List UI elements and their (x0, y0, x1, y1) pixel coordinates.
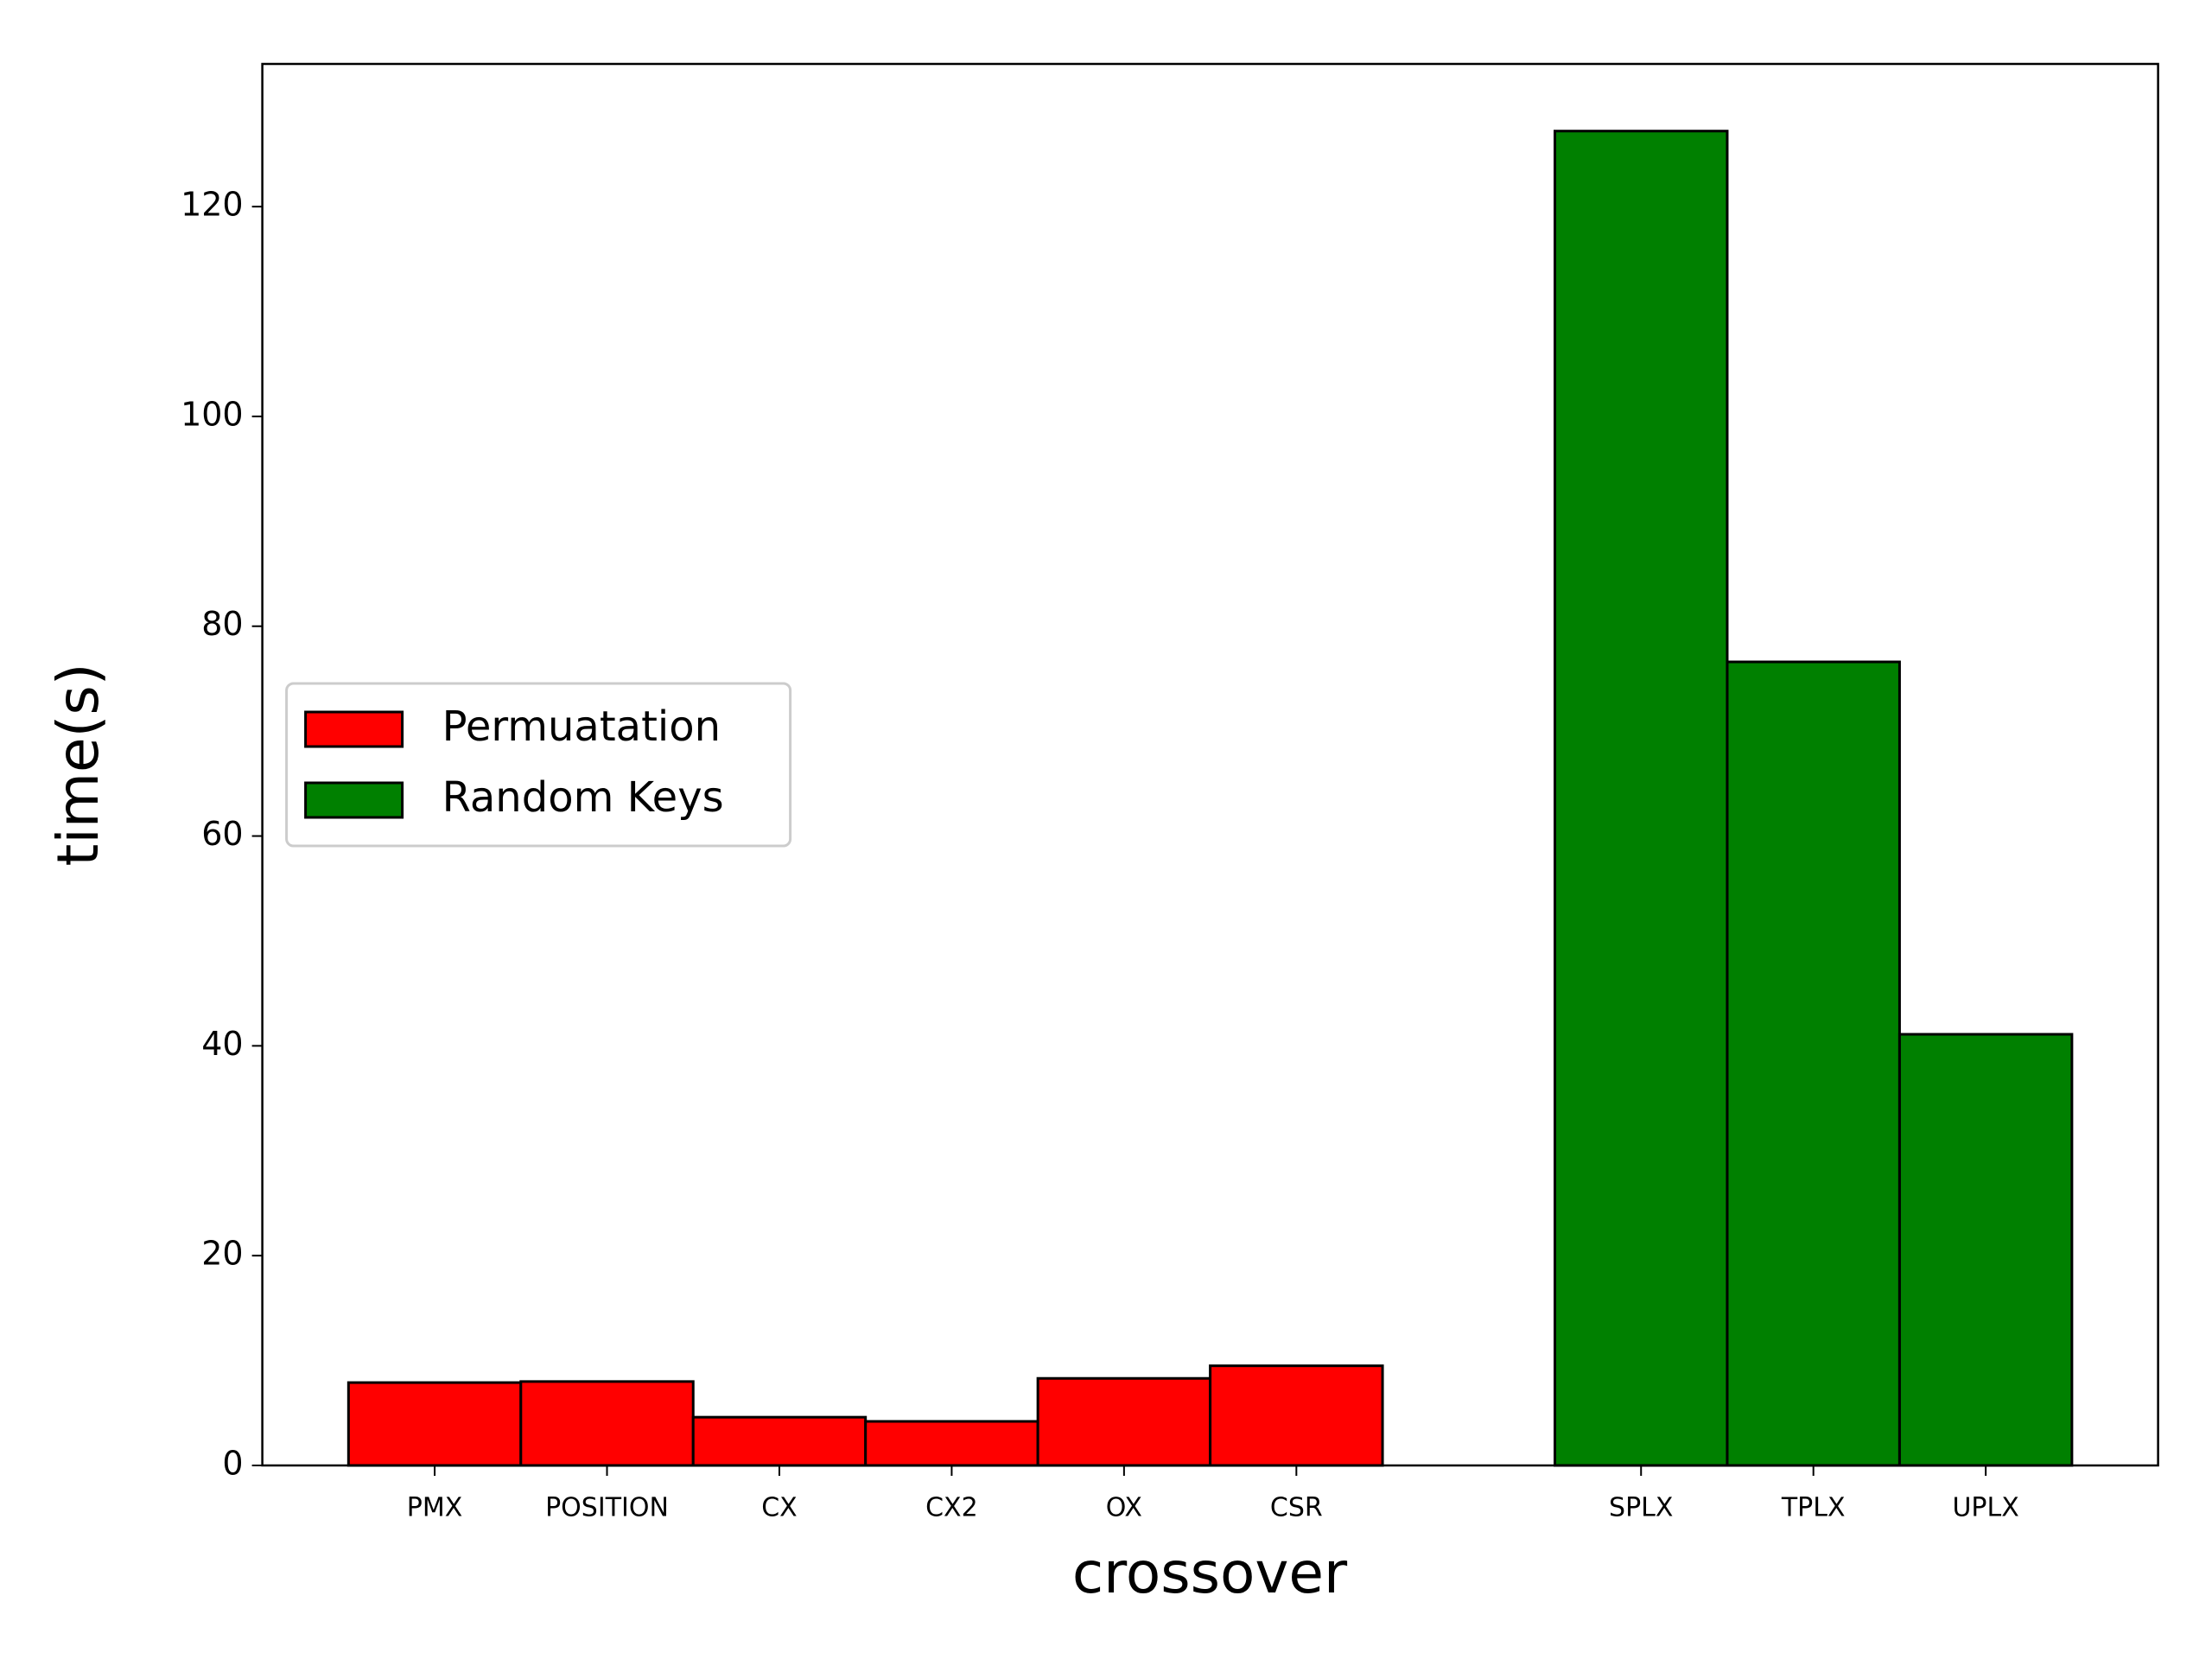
y-tick-label: 100 (181, 395, 244, 433)
x-axis-label: crossover (1072, 1540, 1348, 1606)
bar (1209, 1364, 1384, 1467)
bar (346, 1381, 523, 1467)
y-tick-label: 0 (222, 1445, 243, 1483)
x-tick-label: CSR (1270, 1493, 1323, 1523)
plot-frame (261, 62, 2159, 1467)
bar (864, 1420, 1039, 1467)
x-tick-label: SPLX (1609, 1493, 1673, 1523)
y-tick-label: 20 (201, 1235, 243, 1273)
x-tick-label: POSITION (545, 1493, 669, 1523)
legend-swatch (304, 710, 404, 748)
legend-label: Permuatation (442, 702, 721, 751)
legend-label: Random Keys (442, 773, 724, 822)
x-tick-label: PMX (407, 1493, 463, 1523)
x-tick-label: UPLX (1952, 1493, 2018, 1523)
y-tick-label: 80 (201, 605, 243, 643)
bar (1726, 660, 1901, 1467)
bar (1554, 130, 1729, 1467)
x-tick-label: OX (1106, 1493, 1142, 1523)
y-axis-label: time(s) (45, 664, 111, 867)
bar (1897, 1033, 2074, 1467)
bar (691, 1415, 868, 1467)
x-tick-label: CX2 (925, 1493, 978, 1523)
y-tick-label: 40 (201, 1025, 243, 1063)
y-tick-label: 60 (201, 815, 243, 853)
legend-swatch (304, 781, 404, 819)
x-tick-label: CX (761, 1493, 798, 1523)
legend: Permuatation Random Keys (285, 682, 792, 848)
bar (1036, 1376, 1212, 1467)
y-tick-label: 120 (181, 186, 244, 224)
bar (519, 1380, 695, 1467)
legend-box (285, 682, 792, 848)
x-tick-label: TPLX (1781, 1493, 1846, 1523)
